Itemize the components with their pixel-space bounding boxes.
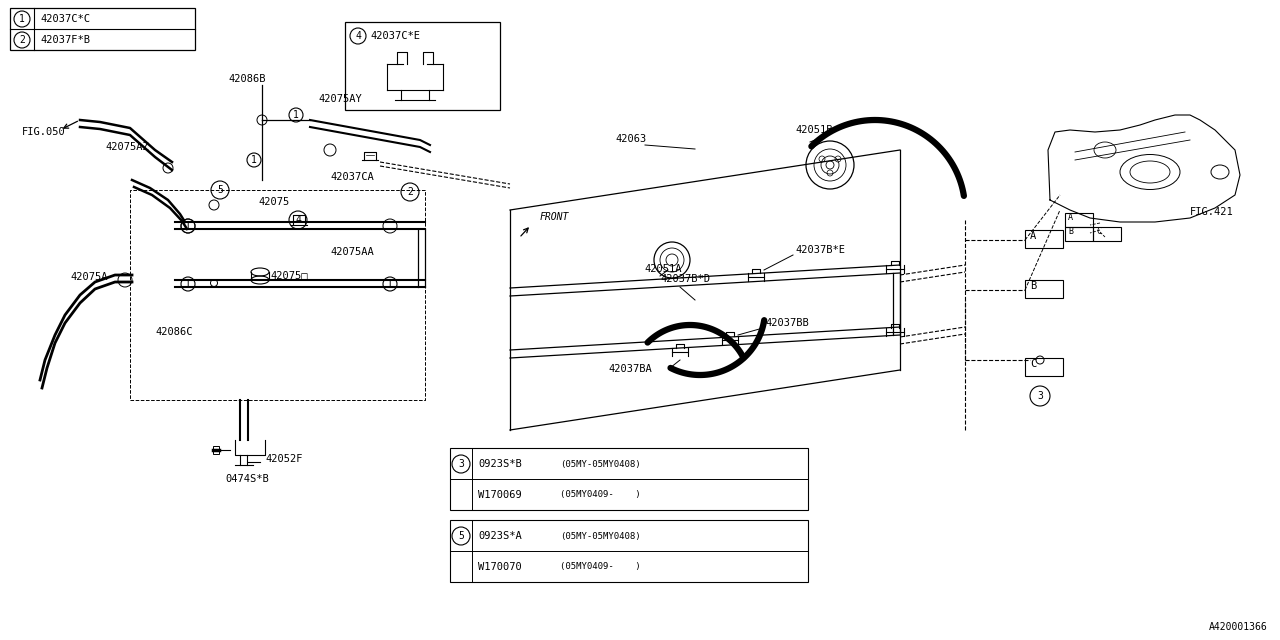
Bar — [1025, 280, 1062, 298]
Text: FIG.421: FIG.421 — [1190, 207, 1234, 217]
Bar — [1093, 227, 1121, 241]
Bar — [10, 8, 195, 50]
Text: 42037B*E: 42037B*E — [795, 245, 845, 255]
Text: 42037F*B: 42037F*B — [40, 35, 90, 45]
Text: 2: 2 — [19, 35, 24, 45]
Text: 0923S*A: 0923S*A — [477, 531, 522, 541]
Bar — [1065, 227, 1093, 241]
Text: 42037C*E: 42037C*E — [370, 31, 420, 41]
Text: B: B — [1030, 281, 1037, 291]
Bar — [212, 446, 219, 454]
Bar — [451, 520, 808, 582]
Text: FIG.050: FIG.050 — [22, 127, 65, 137]
Text: (05MY0409-    ): (05MY0409- ) — [561, 563, 640, 572]
Text: 4: 4 — [296, 215, 301, 225]
Text: 1: 1 — [387, 279, 393, 289]
Text: 42075AZ: 42075AZ — [105, 142, 148, 152]
Text: 1: 1 — [186, 221, 191, 231]
Text: FRONT: FRONT — [540, 212, 570, 222]
Text: 42052F: 42052F — [265, 454, 302, 464]
Text: 42037BA: 42037BA — [608, 364, 652, 374]
Text: 42086C: 42086C — [155, 327, 192, 337]
Text: 42075□: 42075□ — [270, 270, 307, 280]
Text: 42086B: 42086B — [228, 74, 265, 84]
Text: 42051A: 42051A — [644, 264, 681, 274]
Text: B: B — [1068, 227, 1073, 236]
Text: 42037BB: 42037BB — [765, 318, 809, 328]
Text: 42075AY: 42075AY — [317, 94, 362, 104]
Text: 42063: 42063 — [614, 134, 646, 144]
Text: A: A — [1030, 231, 1037, 241]
Text: 42037C*C: 42037C*C — [40, 14, 90, 24]
Bar — [1025, 230, 1062, 248]
Text: (05MY0409-    ): (05MY0409- ) — [561, 490, 640, 499]
Bar — [346, 22, 500, 110]
Text: 3: 3 — [1037, 391, 1043, 401]
Text: 1: 1 — [186, 279, 191, 289]
Bar — [1065, 213, 1093, 227]
Text: 0923S*B: 0923S*B — [477, 459, 522, 469]
Text: 5: 5 — [458, 531, 463, 541]
Text: 42037CA: 42037CA — [330, 172, 374, 182]
Text: C: C — [1030, 359, 1037, 369]
Text: 2: 2 — [407, 187, 413, 197]
Text: 42075: 42075 — [259, 197, 289, 207]
Text: W170069: W170069 — [477, 490, 522, 500]
Text: 1: 1 — [19, 14, 24, 24]
Text: 3: 3 — [458, 459, 463, 469]
Text: W170070: W170070 — [477, 562, 522, 572]
Text: 42051B: 42051B — [795, 125, 832, 135]
Text: A420001366: A420001366 — [1210, 622, 1268, 632]
Text: A: A — [1068, 213, 1073, 222]
Bar — [451, 448, 808, 510]
Text: 4: 4 — [355, 31, 361, 41]
Text: 5: 5 — [218, 185, 223, 195]
Text: 42037B*D: 42037B*D — [660, 274, 710, 284]
Text: 42075AA: 42075AA — [330, 247, 374, 257]
Text: 42075A: 42075A — [70, 272, 108, 282]
Text: (05MY-05MY0408): (05MY-05MY0408) — [561, 531, 640, 541]
Text: C: C — [1096, 227, 1101, 236]
Text: (05MY-05MY0408): (05MY-05MY0408) — [561, 460, 640, 468]
Text: 1: 1 — [251, 155, 257, 165]
Text: 1: 1 — [293, 110, 300, 120]
Text: 0474S*B: 0474S*B — [225, 474, 269, 484]
Bar — [1025, 358, 1062, 376]
